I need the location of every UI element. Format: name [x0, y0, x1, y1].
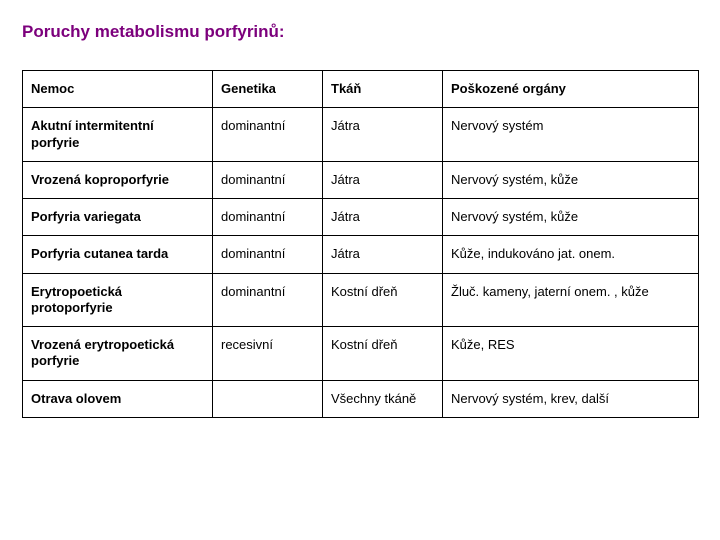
cell-genetika: dominantní — [213, 161, 323, 198]
table-row: Erytropoetická protoporfyrie dominantní … — [23, 273, 699, 327]
cell-nemoc: Otrava olovem — [23, 380, 213, 417]
cell-organy: Kůže, indukováno jat. onem. — [443, 236, 699, 273]
cell-tkan: Játra — [323, 199, 443, 236]
table-row: Vrozená erytropoetická porfyrie recesivn… — [23, 327, 699, 381]
col-header-genetika: Genetika — [213, 71, 323, 108]
table-row: Otrava olovem Všechny tkáně Nervový syst… — [23, 380, 699, 417]
table-row: Porfyria cutanea tarda dominantní Játra … — [23, 236, 699, 273]
cell-tkan: Kostní dřeň — [323, 327, 443, 381]
cell-nemoc: Vrozená koproporfyrie — [23, 161, 213, 198]
porphyrin-table: Nemoc Genetika Tkáň Poškozené orgány Aku… — [22, 70, 699, 418]
cell-nemoc: Porfyria variegata — [23, 199, 213, 236]
cell-nemoc: Vrozená erytropoetická porfyrie — [23, 327, 213, 381]
page-title: Poruchy metabolismu porfyrinů: — [22, 22, 698, 42]
cell-organy: Žluč. kameny, jaterní onem. , kůže — [443, 273, 699, 327]
cell-organy: Kůže, RES — [443, 327, 699, 381]
cell-tkan: Všechny tkáně — [323, 380, 443, 417]
cell-genetika: dominantní — [213, 199, 323, 236]
col-header-organy: Poškozené orgány — [443, 71, 699, 108]
table-row: Akutní intermitentní porfyrie dominantní… — [23, 108, 699, 162]
cell-genetika: dominantní — [213, 108, 323, 162]
table-header-row: Nemoc Genetika Tkáň Poškozené orgány — [23, 71, 699, 108]
cell-tkan: Játra — [323, 108, 443, 162]
table-row: Porfyria variegata dominantní Játra Nerv… — [23, 199, 699, 236]
cell-nemoc: Porfyria cutanea tarda — [23, 236, 213, 273]
cell-genetika: dominantní — [213, 273, 323, 327]
cell-genetika: recesivní — [213, 327, 323, 381]
cell-genetika: dominantní — [213, 236, 323, 273]
col-header-tkan: Tkáň — [323, 71, 443, 108]
cell-tkan: Játra — [323, 161, 443, 198]
cell-organy: Nervový systém, krev, další — [443, 380, 699, 417]
cell-genetika — [213, 380, 323, 417]
cell-tkan: Játra — [323, 236, 443, 273]
cell-nemoc: Akutní intermitentní porfyrie — [23, 108, 213, 162]
cell-organy: Nervový systém, kůže — [443, 199, 699, 236]
cell-nemoc: Erytropoetická protoporfyrie — [23, 273, 213, 327]
col-header-nemoc: Nemoc — [23, 71, 213, 108]
cell-tkan: Kostní dřeň — [323, 273, 443, 327]
page-root: Poruchy metabolismu porfyrinů: Nemoc Gen… — [0, 0, 720, 418]
cell-organy: Nervový systém, kůže — [443, 161, 699, 198]
cell-organy: Nervový systém — [443, 108, 699, 162]
table-row: Vrozená koproporfyrie dominantní Játra N… — [23, 161, 699, 198]
